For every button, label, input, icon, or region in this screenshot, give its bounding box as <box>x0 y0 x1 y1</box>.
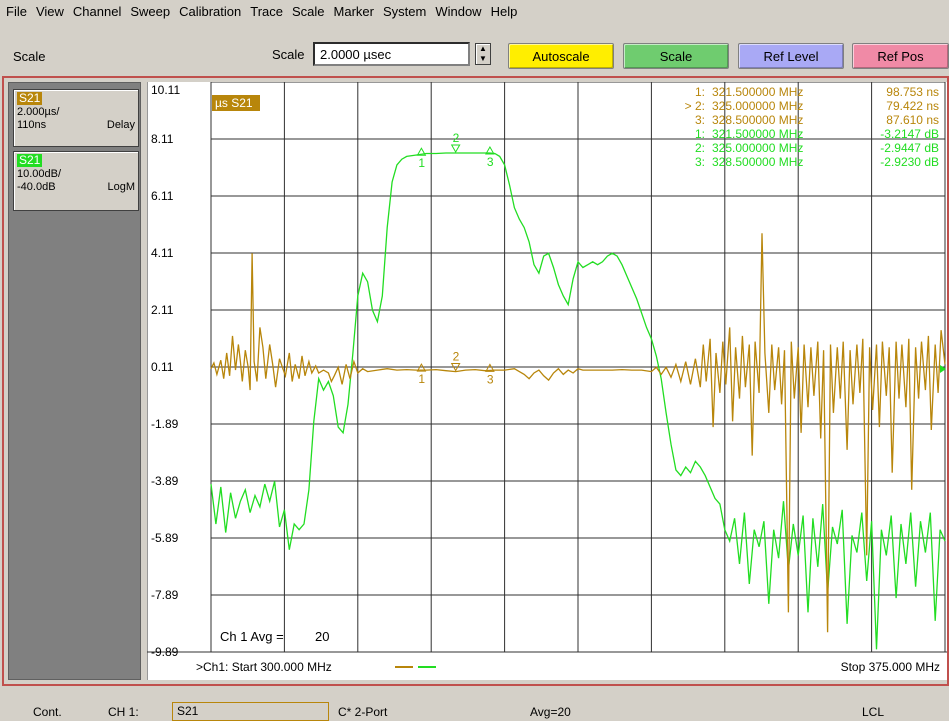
channel-status: CH 1: <box>108 705 139 719</box>
menu-calibration[interactable]: Calibration <box>179 3 242 19</box>
y-tick-labels: 10.11 8.11 6.11 4.11 2.11 0.11 -1.89 -3.89 -5.89… <box>151 83 180 659</box>
active-trace-label-badge <box>212 95 260 111</box>
reference-position-arrow[interactable] <box>940 365 946 373</box>
scale-field-label: Scale <box>272 47 305 62</box>
y-tick-label: -1.89 <box>151 417 179 431</box>
marker-2-symbol <box>450 363 461 372</box>
trace-1-status[interactable]: S21 2.000µs/ 110ns Delay <box>13 89 139 147</box>
menu-trace[interactable]: Trace <box>250 3 283 19</box>
autoscale-button[interactable]: Autoscale <box>508 43 614 69</box>
spin-up-icon[interactable]: ▲ <box>479 44 487 53</box>
marker-readout-frequency: 325.000000 MHz <box>712 141 803 155</box>
y-tick-label: 10.11 <box>151 83 180 97</box>
marker-1-symbol <box>416 147 427 156</box>
marker-readout-index: 1: <box>695 127 705 141</box>
menu-channel[interactable]: Channel <box>72 3 122 19</box>
logmag-trace-line <box>210 152 946 650</box>
scale-button[interactable]: Scale <box>623 43 729 69</box>
averaging-status: Avg=20 <box>530 705 571 719</box>
marker-3-label: 3 <box>487 372 494 386</box>
ref-level-button[interactable]: Ref Level <box>738 43 844 69</box>
avg-label: Ch 1 Avg = <box>220 629 284 644</box>
y-tick-label: -3.89 <box>151 474 179 488</box>
marker-readout-frequency: 325.000000 MHz <box>712 99 803 113</box>
y-tick-label: 8.11 <box>151 132 174 146</box>
trace-2-status[interactable]: S21 10.00dB/ -40.0dB LogM <box>13 151 139 211</box>
marker-readout-index: 3: <box>695 113 705 127</box>
marker-readout-value: 87.610 ns <box>886 113 939 127</box>
marker-2-symbol <box>450 144 461 153</box>
marker-readout-table: 1: 321.500000 MHz 98.753 ns > 2: 325.000000 … <box>685 85 939 169</box>
plot-area-background <box>147 82 947 680</box>
trace-2-format: LogM <box>107 181 135 193</box>
marker-readout-index: 1: <box>695 85 705 99</box>
marker-readout-value: -3.2147 dB <box>880 127 939 141</box>
active-trace-label: µs S21 <box>215 96 253 110</box>
menu-scale[interactable]: Scale <box>292 3 325 19</box>
trace-status-panel: S21 2.000µs/ 110ns Delay S21 10.00dB/ -4… <box>8 82 141 680</box>
trace-2-ref: -40.0dB <box>17 181 56 193</box>
y-tick-label: -5.89 <box>151 531 179 545</box>
marker-2-label: 2 <box>453 131 460 145</box>
trace-1-name: S21 <box>17 91 43 105</box>
y-tick-label: 0.11 <box>151 360 174 374</box>
spin-down-icon[interactable]: ▼ <box>479 54 487 63</box>
marker-readout-value: 79.422 ns <box>886 99 939 113</box>
remote-local-status: LCL <box>862 705 885 719</box>
marker-3-symbol <box>485 363 495 372</box>
marker-1-label: 1 <box>418 372 425 386</box>
avg-value: 20 <box>315 629 329 644</box>
menu-sweep[interactable]: Sweep <box>130 3 171 19</box>
measurement-status[interactable]: S21 <box>172 702 329 721</box>
y-tick-label: -7.89 <box>151 588 179 602</box>
menu-help[interactable]: Help <box>490 3 518 19</box>
marker-readout-index: 2: <box>695 141 705 155</box>
marker-2-label: 2 <box>453 350 460 364</box>
trace-2-name: S21 <box>17 153 43 167</box>
marker-readout-frequency: 328.500000 MHz <box>712 155 803 169</box>
trace-1-ref: 110ns <box>17 119 47 131</box>
marker-readout-value: -2.9447 dB <box>880 141 939 155</box>
marker-readout-index: 3: <box>695 155 705 169</box>
scale-value-input[interactable] <box>313 42 470 66</box>
menu-view[interactable]: View <box>35 3 64 19</box>
menu-bar: File View Channel Sweep Calibration Trac… <box>0 0 949 22</box>
start-frequency-label: >Ch1: Start 300.000 MHz <box>196 660 332 674</box>
marker-readout-value: 98.753 ns <box>886 85 939 99</box>
marker-readout-frequency: 328.500000 MHz <box>712 113 803 127</box>
sweep-mode-status: Cont. <box>33 705 62 719</box>
marker-readout-frequency: 321.500000 MHz <box>712 127 803 141</box>
trace-1-scale: 2.000µs/ <box>17 106 60 118</box>
y-tick-label: 4.11 <box>151 246 174 260</box>
menu-system[interactable]: System <box>382 3 427 19</box>
y-tick-label: 6.11 <box>151 189 174 203</box>
trace-1-format: Delay <box>106 119 135 131</box>
marker-1-symbol <box>416 363 427 372</box>
menu-window[interactable]: Window <box>435 3 482 19</box>
marker-symbols: 1 2 3 1 2 3 <box>416 131 495 386</box>
ref-pos-button[interactable]: Ref Pos <box>852 43 949 69</box>
marker-3-symbol <box>485 145 495 155</box>
menu-file[interactable]: File <box>6 3 27 19</box>
stop-frequency-label: Stop 375.000 MHz <box>841 660 940 674</box>
marker-readout-value: -2.9230 dB <box>880 155 939 169</box>
y-tick-label: -9.89 <box>151 645 179 659</box>
marker-readout-index: > 2: <box>685 99 705 113</box>
toolbar-title: Scale <box>13 49 46 64</box>
trace-2-scale: 10.00dB/ <box>17 168 62 180</box>
marker-1-label: 1 <box>418 156 425 170</box>
delay-trace-line <box>210 233 946 633</box>
scale-spin-buttons[interactable]: ▲ ▼ <box>475 43 491 65</box>
marker-3-label: 3 <box>487 155 494 169</box>
y-tick-label: 2.11 <box>151 303 174 317</box>
calibration-status: C* 2-Port <box>338 705 388 719</box>
plot-grid <box>147 82 947 680</box>
status-bar: Cont. CH 1: S21 C* 2-Port Avg=20 LCL <box>0 686 949 721</box>
marker-readout-frequency: 321.500000 MHz <box>712 85 803 99</box>
measurement-plot[interactable]: 10.11 8.11 6.11 4.11 2.11 0.11 -1.89 -3.89 -5.89… <box>147 82 947 680</box>
scale-toolbar: Scale Scale ▲ ▼ Autoscale Scale Ref Leve… <box>0 22 949 76</box>
menu-marker[interactable]: Marker <box>333 3 374 19</box>
trace-series <box>210 152 946 650</box>
